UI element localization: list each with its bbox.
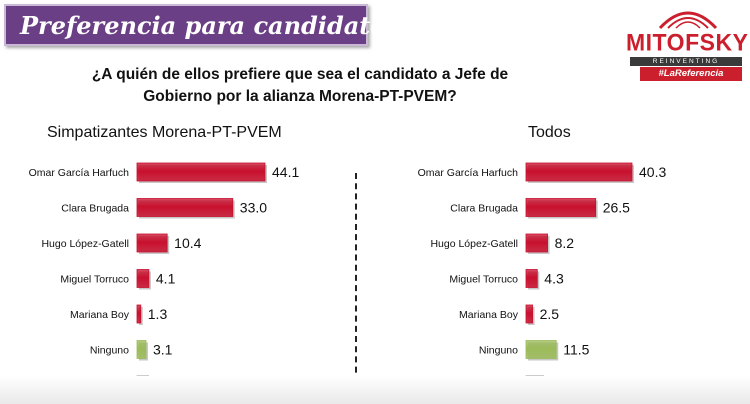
left-category-label: Ninguno <box>90 345 129 357</box>
banner-title: Preferencia para candidato(a) <box>20 11 425 40</box>
left-bar <box>136 198 234 217</box>
question-line-1: ¿A quién de ellos prefiere que sea el ca… <box>91 66 509 83</box>
bottom-band <box>0 376 750 404</box>
question-line-2: Gobierno por la alianza Morena-PT-PVEM? <box>143 88 457 105</box>
right-bar-chart: Omar García Harfuch 40.3 Clara Brugada 26.5… <box>418 162 666 396</box>
logo-name: MITOFSKY <box>626 28 749 56</box>
right-value-label: 40.3 <box>639 164 666 180</box>
left-value-label: 4.1 <box>156 271 176 287</box>
left-category-label: Miguel Torruco <box>60 274 129 286</box>
panel-divider <box>355 173 357 393</box>
right-category-label: Hugo López-Gatell <box>430 238 518 250</box>
right-bar <box>525 198 597 217</box>
left-bar <box>136 233 168 253</box>
left-bar <box>136 340 147 359</box>
right-value-label: 2.5 <box>540 306 560 322</box>
logo-hashtag: #LaReferencia <box>640 67 742 81</box>
right-category-label: Omar García Harfuch <box>418 167 519 179</box>
left-category-label: Mariana Boy <box>70 309 130 321</box>
left-bar <box>136 304 142 324</box>
right-bar <box>525 233 548 253</box>
right-value-label: 8.2 <box>555 235 575 251</box>
logo-tagline: REINVENTING RESEARCH <box>630 57 742 74</box>
right-category-label: Mariana Boy <box>459 309 519 321</box>
right-panel-title: Todos <box>528 124 571 141</box>
left-value-label: 10.4 <box>174 235 201 251</box>
left-bar <box>136 269 150 288</box>
right-category-label: Miguel Torruco <box>449 274 518 286</box>
left-value-label: 1.3 <box>148 306 168 322</box>
left-bar-chart: Omar García Harfuch 44.1 Clara Brugada 33.0… <box>29 162 299 396</box>
right-category-label: Ninguno <box>479 345 518 357</box>
right-value-label: 11.5 <box>563 342 589 358</box>
right-bar <box>525 269 538 288</box>
left-bar <box>136 162 266 182</box>
left-category-label: Hugo López-Gatell <box>41 238 129 250</box>
left-panel-title: Simpatizantes Morena-PT-PVEM <box>47 124 282 141</box>
logo-emblem-icon <box>658 11 718 30</box>
right-category-label: Clara Brugada <box>450 203 518 215</box>
left-category-label: Clara Brugada <box>61 203 129 215</box>
title-banner: Preferencia para candidato(a) <box>4 4 425 46</box>
right-value-label: 4.3 <box>544 271 564 287</box>
right-bar <box>525 304 533 324</box>
right-bar <box>525 162 633 182</box>
left-value-label: 44.1 <box>272 164 299 180</box>
right-value-label: 26.5 <box>603 200 630 216</box>
left-value-label: 33.0 <box>240 200 267 216</box>
right-bar <box>525 340 557 359</box>
mitofsky-logo: MITOFSKY REINVENTING RESEARCH #LaReferen… <box>626 4 749 84</box>
left-category-label: Omar García Harfuch <box>29 167 130 179</box>
left-value-label: 3.1 <box>153 342 173 358</box>
survey-question: ¿A quién de ellos prefiere que sea el ca… <box>20 64 580 108</box>
